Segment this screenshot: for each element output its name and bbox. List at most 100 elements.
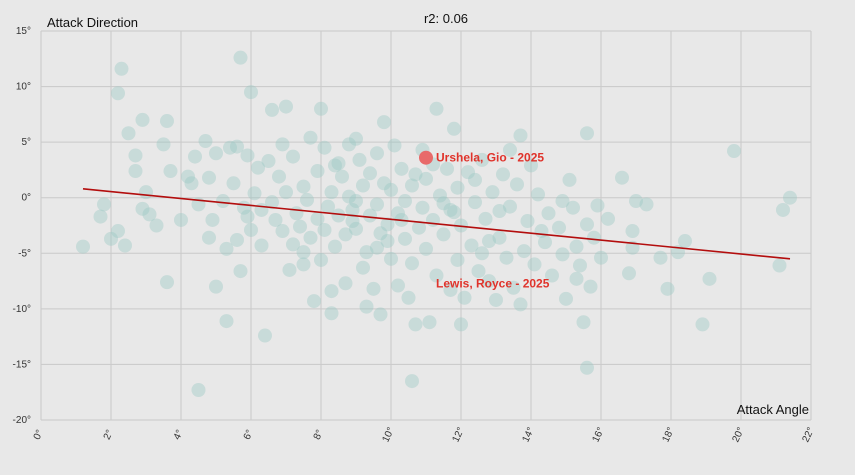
scatter-point — [114, 61, 129, 76]
x-tick-label: 0° — [32, 428, 46, 441]
scatter-point — [219, 314, 234, 329]
scatter-point — [149, 218, 164, 233]
x-tick-label: 6° — [242, 428, 256, 441]
scatter-point — [510, 177, 524, 192]
scatter-point — [303, 230, 318, 245]
scatter-point — [377, 176, 391, 191]
scatter-point — [342, 137, 356, 152]
scatter-point — [408, 167, 423, 182]
scatter-point — [275, 137, 290, 152]
scatter-point — [541, 206, 556, 221]
scatter-point — [429, 101, 444, 116]
scatter-point — [303, 130, 318, 145]
scatter-point — [202, 230, 216, 245]
y-tick-label: 0° — [21, 193, 31, 204]
scatter-point — [188, 149, 202, 164]
scatter-point — [314, 101, 328, 116]
scatter-point — [429, 268, 444, 283]
y-tick-label: 10° — [16, 82, 31, 93]
scatter-point — [282, 262, 297, 277]
scatter-point — [209, 279, 223, 294]
scatter-point — [566, 200, 580, 215]
scatter-point — [513, 297, 528, 312]
scatter-point — [135, 201, 150, 216]
scatter-point — [359, 299, 374, 314]
scatter-point — [468, 195, 482, 210]
y-tick-label: -10° — [13, 304, 31, 315]
scatter-point — [160, 114, 174, 129]
scatter-point — [251, 160, 265, 175]
scatter-point — [482, 234, 496, 249]
scatter-point — [527, 257, 542, 272]
scatter-point — [233, 50, 248, 65]
scatter-point — [275, 224, 290, 239]
scatter-point — [475, 246, 489, 261]
scatter-point — [265, 195, 279, 210]
scatter-point — [261, 154, 276, 169]
scatter-point — [139, 185, 153, 200]
scatter-point — [380, 217, 395, 232]
scatter-point — [415, 200, 430, 215]
scatter-point — [163, 164, 178, 179]
scatter-point — [776, 202, 790, 217]
scatter-point — [569, 239, 584, 254]
scatter-point — [772, 258, 787, 273]
scatter-point — [503, 199, 517, 214]
scatter-point — [184, 176, 199, 191]
scatter-point — [545, 268, 559, 283]
scatter-point — [615, 170, 629, 185]
scatter-point — [356, 178, 370, 193]
scatter-point — [576, 315, 591, 330]
scatter-point — [384, 251, 398, 266]
scatter-point — [436, 227, 451, 242]
scatter-point — [111, 224, 125, 239]
y-tick-label: 15° — [16, 26, 31, 37]
scatter-point — [258, 328, 272, 343]
scatter-point — [359, 245, 374, 260]
scatter-point — [191, 382, 206, 397]
scatter-point — [244, 222, 258, 237]
scatter-point — [230, 232, 244, 247]
scatter-point — [76, 239, 90, 254]
scatter-point — [128, 164, 143, 179]
scatter-point — [555, 247, 570, 262]
scatter-point — [702, 271, 717, 286]
scatter-point — [289, 206, 304, 221]
scatter-point — [93, 209, 108, 224]
scatter-point — [436, 196, 451, 211]
scatter-point — [314, 252, 328, 267]
scatter-point — [443, 202, 458, 217]
scatter-point — [394, 161, 409, 176]
scatter-point — [727, 144, 741, 159]
scatter-point — [422, 315, 437, 330]
scatter-point — [296, 257, 311, 272]
scatter-point — [454, 317, 468, 332]
scatter-point — [653, 250, 668, 265]
scatter-point — [328, 239, 342, 254]
scatter-point — [559, 291, 573, 306]
scatter-point — [587, 230, 601, 245]
scatter-point — [450, 252, 465, 267]
scatter-point — [240, 148, 255, 163]
scatter-point — [370, 240, 384, 255]
scatter-point — [317, 140, 332, 155]
scatter-point — [324, 284, 339, 299]
scatter-point — [104, 231, 118, 246]
scatter-point — [447, 205, 461, 220]
scatter-point — [268, 212, 283, 227]
y-axis-title: Attack Direction — [47, 15, 138, 30]
scatter-point — [601, 211, 615, 226]
scatter-point — [156, 137, 171, 152]
scatter-point — [335, 169, 349, 184]
scatter-point — [569, 271, 584, 286]
scatter-point — [321, 199, 335, 214]
scatter-point — [412, 220, 426, 235]
scatter-point — [356, 260, 370, 275]
scatter-point — [398, 194, 412, 209]
scatter-point — [513, 128, 528, 143]
scatter-point — [174, 212, 188, 227]
x-tick-label: 4° — [172, 428, 186, 441]
trendline — [82, 188, 791, 260]
scatter-point — [198, 134, 213, 149]
